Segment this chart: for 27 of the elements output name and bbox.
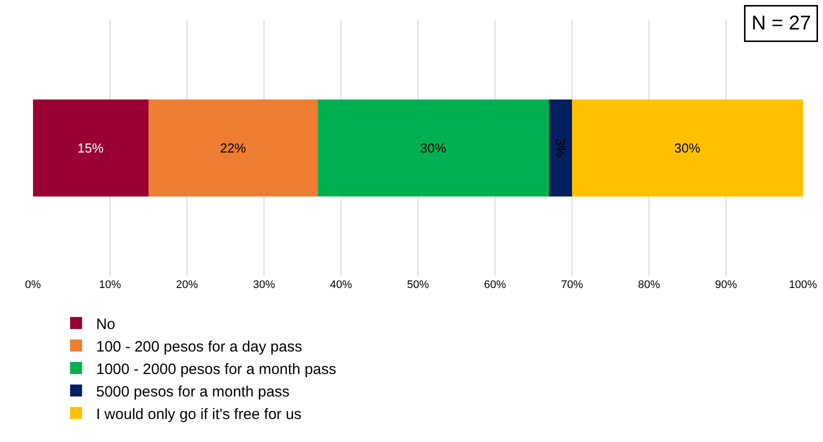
bar (572, 99, 803, 197)
legend-label: 5000 pesos for a month pass (96, 383, 290, 400)
data-label: 15% (78, 140, 104, 156)
legend-label: 100 - 200 pesos for a day pass (96, 338, 302, 356)
data-label: 3% (552, 138, 568, 158)
x-tick-label: 20% (176, 279, 198, 291)
x-tick-label: 30% (252, 279, 276, 291)
x-tick-label: 40% (330, 279, 352, 291)
bar (33, 99, 148, 197)
legend-label: No (96, 316, 116, 333)
x-tick-label: 90% (714, 279, 738, 291)
data-label: 30% (674, 140, 701, 156)
x-tick-label: 80% (638, 279, 660, 291)
bar (148, 99, 318, 197)
bar (548, 99, 572, 197)
data-label: 22% (220, 140, 246, 156)
x-tick-label: 0% (25, 279, 42, 291)
data-label: 30% (420, 140, 447, 156)
x-tick-label: 10% (98, 279, 122, 291)
x-tick-label: 50% (406, 279, 430, 291)
x-tick-label: 70% (560, 279, 584, 291)
annotation: N = 27 (752, 12, 811, 34)
x-tick-label: 60% (484, 279, 506, 291)
bar (318, 99, 549, 197)
legend-label: 1000 - 2000 pesos for a month pass (96, 360, 336, 378)
x-tick-label: 100% (788, 279, 818, 291)
legend-label: I would only go if it's free for us (96, 406, 302, 423)
